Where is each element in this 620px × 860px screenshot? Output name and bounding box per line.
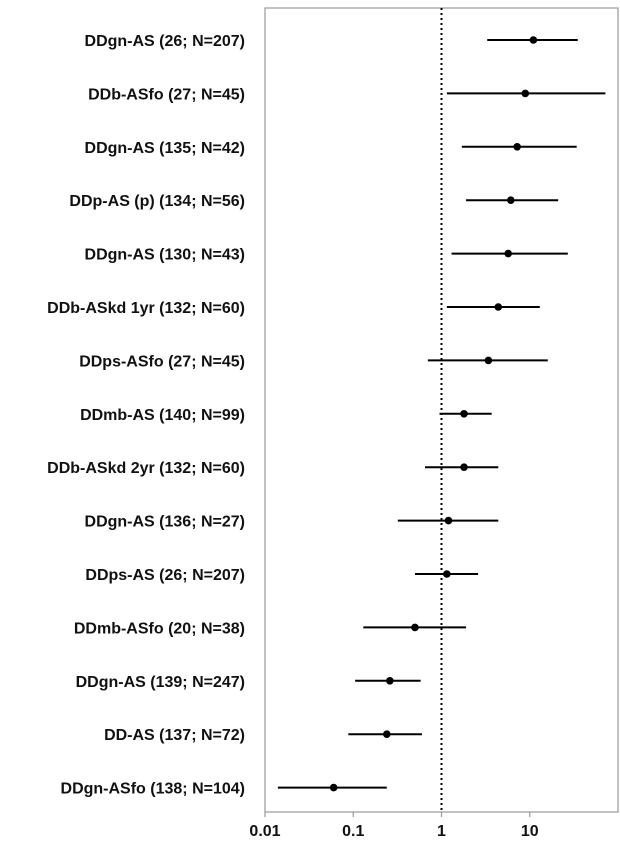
row-label: DDgn-AS (130; N=43) xyxy=(85,247,245,264)
forest-row: DDgn-ASfo (138; N=104) xyxy=(61,781,387,798)
point-estimate-marker xyxy=(460,410,468,418)
point-estimate-marker xyxy=(444,516,453,525)
point-estimate-marker xyxy=(443,570,451,578)
forest-row: DDb-ASkd 2yr (132; N=60) xyxy=(47,460,499,477)
row-label: DDgn-AS (135; N=42) xyxy=(85,140,245,157)
point-estimate-marker xyxy=(507,196,515,204)
x-tick-label: 0.1 xyxy=(342,823,364,840)
row-label: DDps-ASfo (27; N=45) xyxy=(79,353,245,370)
row-label: DDgn-ASfo (138; N=104) xyxy=(61,781,245,798)
row-label: DDps-AS (26; N=207) xyxy=(85,567,245,584)
forest-row: DDgn-AS (135; N=42) xyxy=(85,140,577,157)
forest-row: DDgn-AS (130; N=43) xyxy=(85,247,568,264)
point-estimate-marker xyxy=(386,677,394,685)
forest-row: DDgn-AS (26; N=207) xyxy=(85,33,578,50)
forest-row: DDmb-AS (140; N=99) xyxy=(80,407,492,424)
row-label: DD-AS (137; N=72) xyxy=(104,727,245,744)
row-label: DDb-ASfo (27; N=45) xyxy=(88,86,245,103)
x-tick-label: 1 xyxy=(437,823,446,840)
point-estimate-marker xyxy=(529,36,538,44)
forest-row: DDgn-AS (136; N=27) xyxy=(85,514,499,531)
forest-row: DDmb-ASfo (20; N=38) xyxy=(74,620,467,637)
point-estimate-marker xyxy=(383,730,391,738)
x-tick-label: 10 xyxy=(521,823,539,840)
row-label: DDb-ASkd 1yr (132; N=60) xyxy=(47,300,245,317)
point-estimate-marker xyxy=(494,303,503,311)
row-label: DDgn-AS (26; N=207) xyxy=(85,33,245,50)
forest-row: DDps-AS (26; N=207) xyxy=(85,567,479,584)
x-tick-label: 0.01 xyxy=(249,823,280,840)
point-estimate-marker xyxy=(411,623,419,632)
point-estimate-marker xyxy=(329,783,338,792)
row-label: DDp-AS (p) (134; N=56) xyxy=(69,193,245,210)
row-label: DDgn-AS (136; N=27) xyxy=(85,514,245,531)
point-estimate-marker xyxy=(504,249,513,258)
row-label: DDmb-ASfo (20; N=38) xyxy=(74,620,245,637)
point-estimate-marker xyxy=(521,89,530,98)
forest-row: DDb-ASkd 1yr (132; N=60) xyxy=(47,300,540,317)
forest-row: DDb-ASfo (27; N=45) xyxy=(88,86,606,103)
row-label: DDgn-AS (139; N=247) xyxy=(76,674,245,691)
point-estimate-marker xyxy=(460,463,468,472)
forest-row: DDgn-AS (139; N=247) xyxy=(76,674,421,691)
forest-row: DD-AS (137; N=72) xyxy=(104,727,422,744)
row-label: DDb-ASkd 2yr (132; N=60) xyxy=(47,460,245,477)
point-estimate-marker xyxy=(484,356,493,365)
forest-row: DDps-ASfo (27; N=45) xyxy=(79,353,548,370)
row-label: DDmb-AS (140; N=99) xyxy=(80,407,245,424)
forest-row: DDp-AS (p) (134; N=56) xyxy=(69,193,559,210)
point-estimate-marker xyxy=(513,143,521,151)
